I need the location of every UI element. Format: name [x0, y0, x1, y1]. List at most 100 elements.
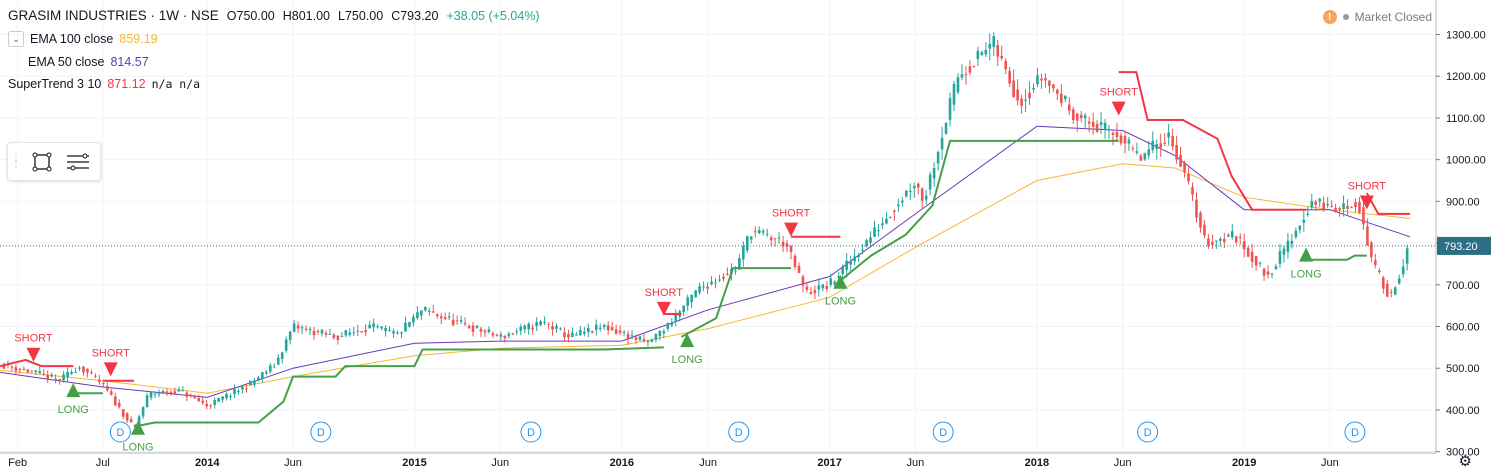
candle-body — [749, 236, 753, 240]
candle-body — [428, 310, 431, 312]
candle-body — [928, 174, 932, 190]
candle-body — [237, 390, 240, 392]
short-label: SHORT — [772, 208, 811, 220]
candle-body — [690, 294, 693, 303]
candle-body — [1187, 174, 1190, 182]
candle-body — [157, 393, 161, 395]
candle-body — [1052, 84, 1055, 89]
indicator-ema50[interactable]: EMA 50 close 814.57 — [8, 55, 540, 69]
candle-body — [467, 325, 471, 329]
candle-body — [849, 261, 852, 265]
symbol-title[interactable]: GRASIM INDUSTRIES · 1W · NSE — [8, 8, 219, 23]
warning-icon[interactable]: ! — [1322, 10, 1337, 24]
candle-body — [630, 335, 634, 337]
supertrend-line — [0, 71, 1410, 428]
candle-body — [718, 279, 721, 281]
indicator-label: EMA 50 close — [28, 55, 105, 69]
floating-toolbox[interactable]: ⋮ ⋮ — [7, 142, 101, 181]
candle-body — [1310, 200, 1314, 208]
indicator-extra: n/a n/a — [151, 77, 201, 91]
candle-body — [245, 388, 248, 390]
candle-body — [519, 326, 523, 331]
candle-body — [988, 43, 992, 49]
candle-body — [1167, 132, 1170, 138]
candle-body — [682, 305, 686, 313]
candle-body — [877, 230, 880, 232]
collapse-chevron-icon[interactable]: ⌄ — [8, 31, 24, 47]
candle-body — [14, 367, 18, 371]
candle-body — [1318, 198, 1322, 202]
candle-body — [1131, 148, 1135, 150]
candle-body — [1071, 109, 1075, 121]
candle-body — [666, 323, 670, 329]
y-tick-label: 700.00 — [1446, 280, 1480, 292]
supertrend-up-segment — [1306, 254, 1367, 261]
candle-body — [841, 266, 845, 275]
candle-body — [18, 368, 22, 370]
candle-body — [1095, 123, 1099, 132]
market-status[interactable]: ! Market Closed — [1322, 10, 1432, 24]
candle-body — [408, 322, 411, 327]
candle-body — [276, 357, 280, 365]
candle-body — [34, 370, 38, 372]
candle-body — [30, 370, 34, 372]
indicator-ema100[interactable]: ⌄ EMA 100 close 859.19 — [8, 31, 540, 47]
candle-body — [1397, 278, 1401, 284]
candle-body — [1246, 247, 1250, 257]
y-tick-label: 1000.00 — [1446, 155, 1486, 167]
candle-body — [539, 321, 542, 326]
candle-body — [1405, 248, 1409, 264]
candle-body — [1362, 207, 1365, 225]
candle-body — [1159, 143, 1163, 148]
candle-body — [372, 323, 375, 328]
settings-list-icon[interactable] — [63, 147, 93, 177]
candle-body — [1067, 104, 1071, 111]
candle-body — [1322, 202, 1325, 210]
drag-grip-icon[interactable]: ⋮ ⋮ — [11, 152, 21, 170]
candle-body — [920, 188, 924, 201]
candle-body — [463, 322, 467, 325]
candle-body — [773, 238, 777, 240]
rectangle-tool-icon[interactable] — [27, 147, 57, 177]
high-value: H801.00 — [282, 9, 331, 23]
candle-body — [384, 328, 387, 332]
x-tick-label: Jun — [491, 457, 509, 469]
candle-body — [439, 316, 443, 319]
candle-body — [1064, 95, 1067, 100]
candle-body — [451, 319, 455, 326]
candle-body — [873, 227, 876, 237]
candle-body — [1183, 162, 1186, 173]
candle-body — [789, 246, 793, 252]
indicator-supertrend[interactable]: SuperTrend 3 10 871.12 n/a n/a — [8, 77, 540, 91]
trade-signals: SHORT LONG SHORT LONG SHORT LONG SHORT LONG SHOR… — [14, 87, 1386, 454]
candle-body — [26, 369, 30, 373]
candle-body — [2, 364, 6, 369]
candle-body — [46, 375, 50, 380]
candle-body — [1370, 242, 1373, 258]
short-label: SHORT — [1348, 180, 1387, 192]
candle-body — [956, 77, 960, 93]
dividend-marker-label: D — [1351, 427, 1359, 439]
candle-body — [106, 386, 109, 391]
candle-body — [1346, 205, 1349, 209]
candle-body — [662, 331, 666, 334]
dividend-marker-icon — [1137, 421, 1159, 443]
dividend-marker-icon — [1344, 421, 1366, 443]
x-tick-label: Jun — [1114, 457, 1132, 469]
candle-body — [42, 373, 46, 375]
candle-body — [1171, 136, 1174, 147]
candle-body — [1262, 268, 1266, 276]
candle-body — [269, 365, 272, 372]
candle-body — [797, 265, 801, 273]
dividend-marker-icon — [728, 421, 750, 443]
candle-body — [1258, 262, 1262, 264]
candle-body — [984, 49, 988, 55]
candle-body — [527, 323, 530, 330]
candle-body — [658, 330, 662, 337]
candle-body — [209, 405, 212, 407]
candle-body — [531, 327, 534, 330]
last-price-label: 793.20 — [1444, 241, 1478, 253]
chart-settings-gear-icon[interactable]: ⚙ — [1458, 453, 1472, 470]
candle-body — [320, 329, 324, 334]
